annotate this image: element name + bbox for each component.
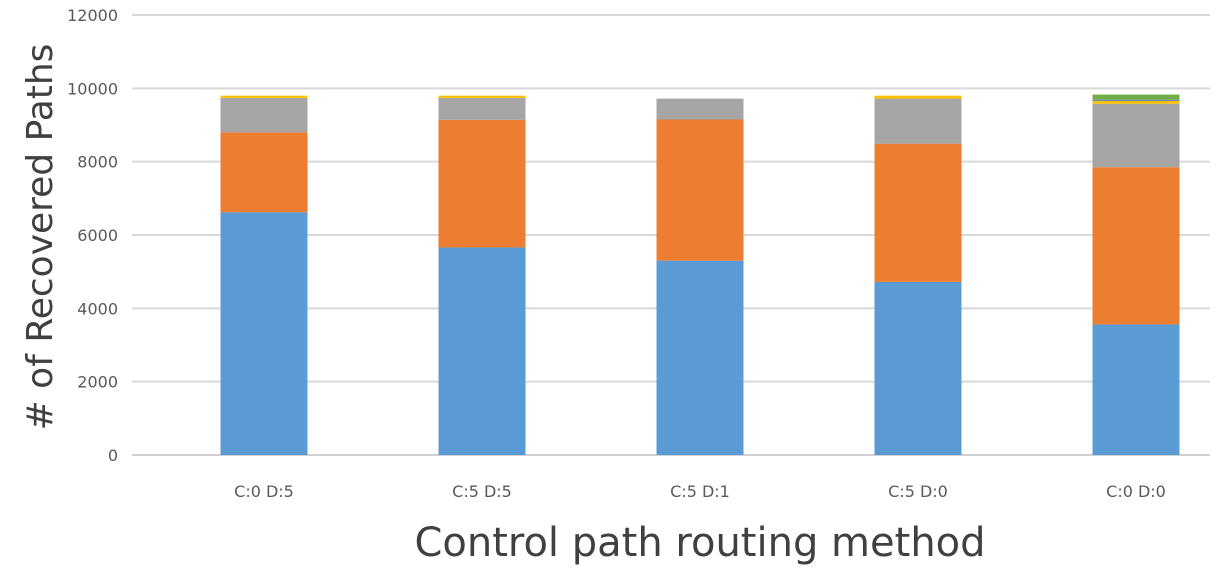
y-tick-label: 2000 [77,373,118,392]
x-tick-label: C:5 D:0 [888,482,948,501]
bar-segment [656,119,744,261]
bar-segment [220,132,308,213]
bar-segment [220,97,308,133]
y-tick-label: 12000 [67,6,118,25]
bar-segment [1092,100,1180,104]
bar-segment [1092,167,1180,325]
bar-segment [438,95,526,98]
bar-segment [656,260,744,455]
x-tick-labels: C:0 D:5 C:5 D:5 C:5 D:1 C:5 D:0 C:0 D:0 [234,482,1166,501]
y-tick-label: 10000 [67,79,118,98]
x-tick-label: C:5 D:1 [670,482,730,501]
bar-segment [874,143,962,282]
bar-segment [874,98,962,144]
bar-segment [874,95,962,99]
y-tick-label: 6000 [77,226,118,245]
bar-segment [438,97,526,120]
bars [220,94,1180,455]
bar-segment [1092,99,1180,101]
bar-segment [438,247,526,455]
y-axis-title: # of Recovered Paths [20,44,61,431]
bar-segment [656,98,744,120]
bar-segment [1092,103,1180,168]
y-tick-label: 0 [108,446,118,465]
y-tick-label: 8000 [77,153,118,172]
bar-segment [438,119,526,248]
bar-segment [1092,324,1180,455]
y-tick-labels: 0 2000 4000 6000 8000 10000 12000 [67,6,118,465]
bar-segment [874,281,962,455]
bar-segment [220,95,308,98]
x-tick-label: C:0 D:0 [1106,482,1166,501]
x-axis-title: Control path routing method [414,520,985,566]
y-tick-label: 4000 [77,299,118,318]
bar-segment [1092,94,1180,100]
x-tick-label: C:5 D:5 [452,482,512,501]
bar-segment [220,212,308,455]
x-tick-label: C:0 D:5 [234,482,294,501]
